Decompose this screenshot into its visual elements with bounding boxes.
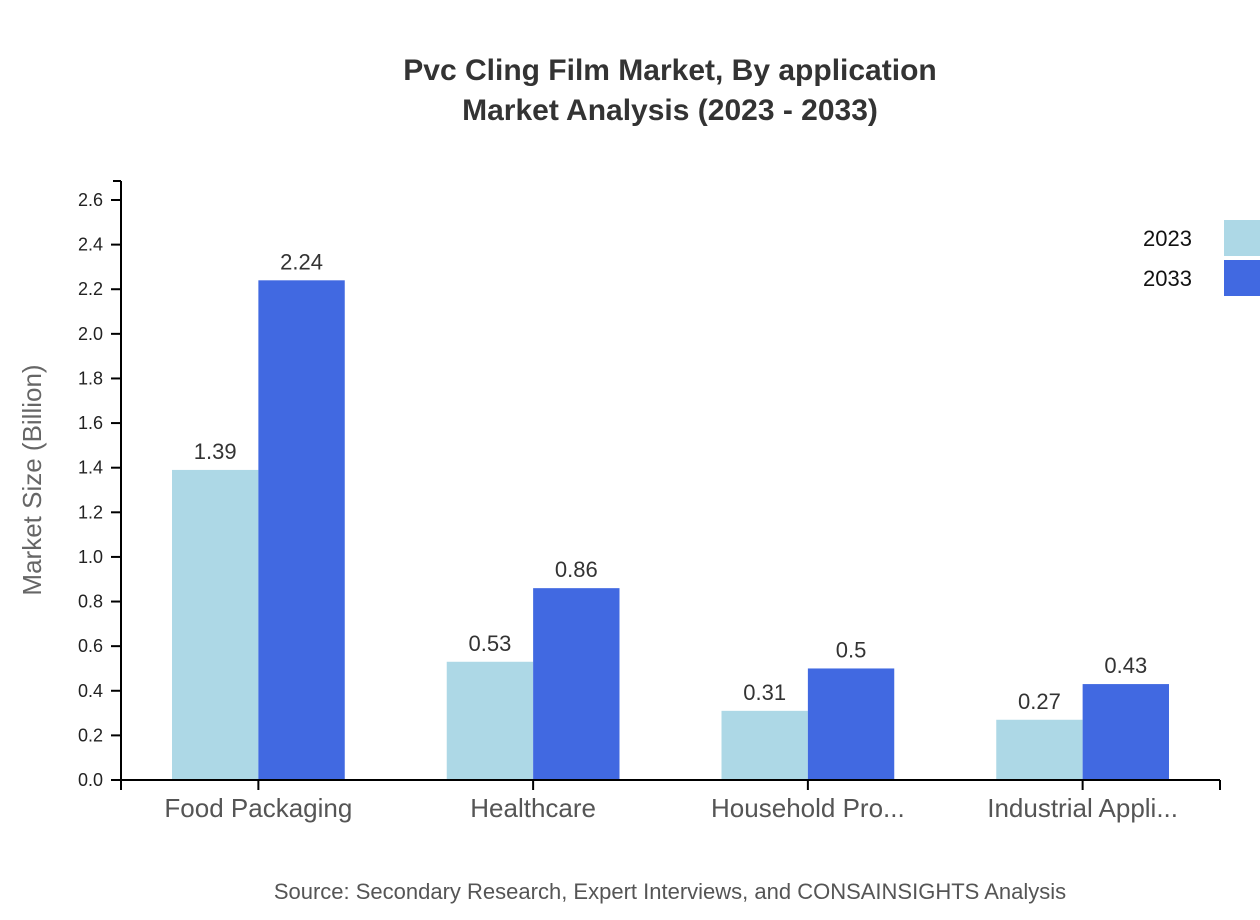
bar-2023 <box>172 469 259 780</box>
y-tick-label: 0.4 <box>78 681 103 701</box>
x-category-label: Food Packaging <box>164 793 352 823</box>
y-axis-title: Market Size (Billion) <box>17 364 47 595</box>
bar-value-label: 0.86 <box>555 557 598 582</box>
legend-swatch-2023 <box>1224 220 1260 256</box>
bar-value-label: 0.43 <box>1104 653 1147 678</box>
y-tick-label: 1.4 <box>78 458 103 478</box>
bar-value-label: 0.53 <box>469 631 512 656</box>
x-category-label: Household Pro... <box>711 793 905 823</box>
legend-label: 2033 <box>1143 266 1192 291</box>
y-tick-label: 2.2 <box>78 279 103 299</box>
x-category-label: Industrial Appli... <box>987 793 1178 823</box>
bar-value-label: 2.24 <box>280 249 323 274</box>
y-tick-label: 0.6 <box>78 636 103 656</box>
y-tick-label: 2.6 <box>78 190 103 210</box>
y-tick-label: 1.8 <box>78 368 103 388</box>
legend-swatch-2033 <box>1224 260 1260 296</box>
x-category-label: Healthcare <box>470 793 596 823</box>
bar-2023 <box>996 719 1083 780</box>
y-tick-label: 0.8 <box>78 592 103 612</box>
bar-2023 <box>446 661 534 780</box>
bar-value-label: 0.31 <box>743 680 786 705</box>
bar-2033 <box>533 588 620 780</box>
bar-value-label: 1.39 <box>194 439 237 464</box>
y-tick-label: 1.0 <box>78 547 103 567</box>
bar-2033 <box>258 280 345 780</box>
y-tick-label: 1.6 <box>78 413 103 433</box>
chart-subtitle: Market Analysis (2023 - 2033) <box>462 94 878 127</box>
bar-2023 <box>721 710 808 780</box>
y-tick-label: 2.0 <box>78 324 103 344</box>
legend: 2023 2033 <box>1143 220 1260 296</box>
bar-value-label: 0.27 <box>1018 689 1061 714</box>
chart-title: Pvc Cling Film Market, By application <box>403 54 936 87</box>
y-tick-label: 0.0 <box>78 770 103 790</box>
x-axis: Food Packaging Healthcare Household Pro...… <box>120 779 1221 823</box>
bars: 1.39 2.24 0.53 0.86 0.31 0.5 0.27 0.43 <box>172 249 1169 780</box>
bar-2033 <box>1082 684 1169 780</box>
y-tick-label: 1.2 <box>78 502 103 522</box>
bar-2033 <box>807 668 895 780</box>
y-axis: 0.0 0.2 0.4 0.6 0.8 1.0 1.2 1.4 1.6 1.8 2.0 2.2 2.4 2… <box>78 180 122 790</box>
y-tick-label: 2.4 <box>78 235 103 255</box>
bar-value-label: 0.5 <box>836 637 867 662</box>
y-tick-label: 0.2 <box>78 725 103 745</box>
legend-label: 2023 <box>1143 226 1192 251</box>
source-note: Source: Secondary Research, Expert Inter… <box>274 879 1066 904</box>
